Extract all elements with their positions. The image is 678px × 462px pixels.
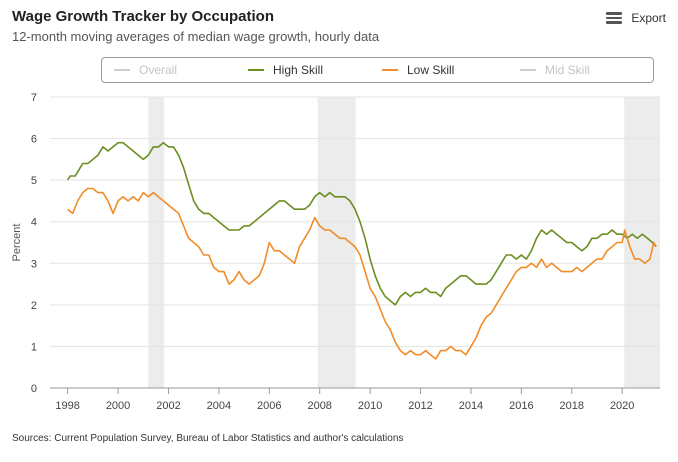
x-tick-label-2018: 2018 bbox=[560, 400, 584, 412]
source-note: Sources: Current Population Survey, Bure… bbox=[12, 433, 404, 444]
y-tick-label-7: 7 bbox=[31, 92, 37, 104]
x-tick-label-2000: 2000 bbox=[106, 400, 130, 412]
chart-subtitle: 12-month moving averages of median wage … bbox=[12, 29, 380, 44]
export-label: Export bbox=[631, 11, 666, 25]
legend-item-overall[interactable]: Overall bbox=[114, 58, 177, 82]
y-tick-label-0: 0 bbox=[31, 383, 37, 395]
y-tick-label-5: 5 bbox=[31, 175, 37, 187]
legend-item-mid-skill[interactable]: Mid Skill bbox=[520, 58, 590, 82]
x-tick-label-1998: 1998 bbox=[55, 400, 79, 412]
x-tick-label-2010: 2010 bbox=[358, 400, 382, 412]
legend-swatch-low-skill bbox=[382, 69, 398, 71]
y-tick-label-2: 2 bbox=[31, 300, 37, 312]
menu-icon bbox=[606, 12, 623, 24]
x-tick-label-2014: 2014 bbox=[459, 400, 483, 412]
x-tick-label-2006: 2006 bbox=[257, 400, 281, 412]
x-tick-label-2020: 2020 bbox=[610, 400, 634, 412]
legend-label-overall: Overall bbox=[139, 63, 178, 77]
x-tick-label-2008: 2008 bbox=[307, 400, 331, 412]
x-tick-label-2002: 2002 bbox=[156, 400, 180, 412]
series-line-high-skill bbox=[66, 141, 657, 306]
legend-item-high-skill[interactable]: High Skill bbox=[248, 58, 323, 82]
export-button[interactable]: Export bbox=[606, 11, 666, 25]
legend-swatch-overall bbox=[114, 69, 130, 71]
y-tick-label-6: 6 bbox=[31, 134, 37, 146]
x-tick-label-2012: 2012 bbox=[408, 400, 432, 412]
legend-label-mid-skill: Mid Skill bbox=[545, 63, 590, 77]
legend-item-low-skill[interactable]: Low Skill bbox=[382, 58, 454, 82]
legend-swatch-high-skill bbox=[248, 69, 264, 71]
recession-band-0 bbox=[148, 97, 165, 388]
legend-label-high-skill: High Skill bbox=[273, 63, 324, 77]
y-tick-label-4: 4 bbox=[31, 217, 37, 229]
chart-title: Wage Growth Tracker by Occupation bbox=[12, 8, 275, 25]
x-tick-label-2016: 2016 bbox=[509, 400, 533, 412]
legend-label-low-skill: Low Skill bbox=[407, 63, 455, 77]
x-tick-label-2004: 2004 bbox=[207, 400, 231, 412]
y-tick-label-1: 1 bbox=[31, 341, 37, 353]
legend-swatch-mid-skill bbox=[520, 69, 536, 71]
legend: Overall High Skill Low Skill Mid Skill bbox=[101, 57, 654, 83]
series-line-low-skill bbox=[67, 187, 657, 360]
y-axis-title: Percent bbox=[11, 224, 23, 262]
y-tick-label-3: 3 bbox=[31, 258, 37, 270]
